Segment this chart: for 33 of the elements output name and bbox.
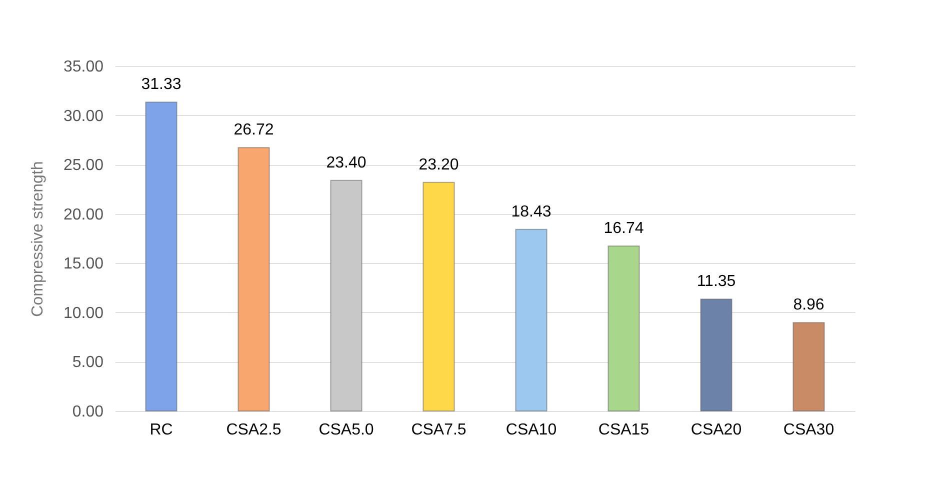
x-tick-label: CSA5.0 bbox=[318, 422, 374, 438]
x-tick-label: RC bbox=[150, 422, 173, 438]
x-tick-label: CSA30 bbox=[783, 422, 834, 438]
bar bbox=[792, 322, 825, 412]
bar bbox=[145, 102, 178, 412]
bar bbox=[608, 245, 640, 412]
x-tick-label: CSA20 bbox=[690, 422, 742, 438]
x-tick-label: CSA7.5 bbox=[411, 422, 466, 438]
y-tick-label: 25.00 bbox=[63, 157, 104, 174]
data-label: 16.74 bbox=[604, 220, 644, 237]
data-label: 23.20 bbox=[418, 156, 459, 174]
data-label: 31.33 bbox=[141, 76, 182, 94]
y-tick-label: 0.00 bbox=[72, 404, 104, 420]
x-tick-label: CSA2.5 bbox=[226, 422, 282, 438]
data-label: 8.96 bbox=[793, 296, 824, 314]
bar bbox=[422, 182, 455, 412]
bar bbox=[515, 228, 548, 412]
bar bbox=[700, 298, 732, 412]
y-tick-label: 20.00 bbox=[63, 206, 104, 224]
y-tick-label: 15.00 bbox=[63, 256, 104, 273]
y-tick-label: 5.00 bbox=[72, 354, 104, 372]
data-label: 26.72 bbox=[234, 122, 274, 139]
y-tick-label: 35.00 bbox=[63, 58, 104, 76]
bar bbox=[330, 180, 362, 412]
x-tick-label: CSA10 bbox=[506, 422, 557, 438]
data-label: 11.35 bbox=[696, 273, 736, 290]
bar bbox=[238, 147, 270, 412]
data-label: 18.43 bbox=[511, 203, 552, 220]
x-tick-label: CSA15 bbox=[598, 422, 650, 438]
y-axis-title: Compressive strength bbox=[29, 161, 46, 317]
data-label: 23.40 bbox=[326, 154, 366, 172]
y-tick-label: 10.00 bbox=[63, 304, 104, 322]
y-tick-label: 30.00 bbox=[63, 108, 104, 125]
